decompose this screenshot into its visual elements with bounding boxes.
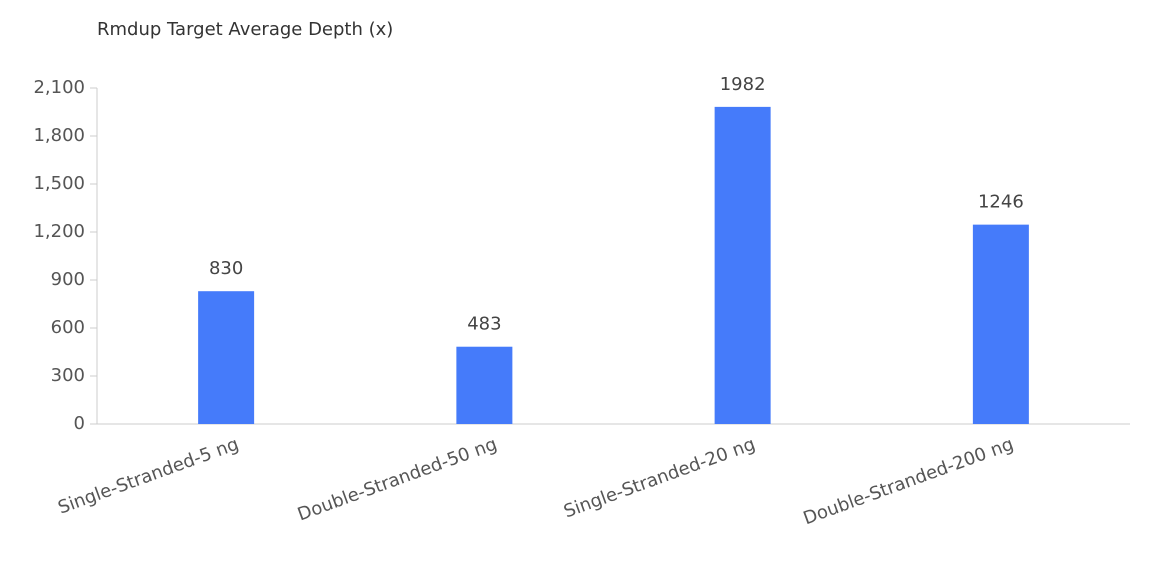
- data-label: 483: [467, 314, 501, 335]
- bar: [714, 106, 771, 424]
- y-tick-label: 0: [74, 413, 85, 434]
- data-label: 1246: [978, 192, 1024, 213]
- y-tick-label: 900: [51, 269, 85, 290]
- y-tick-label: 300: [51, 365, 85, 386]
- x-tick-label: Single-Stranded-20 ng: [561, 434, 758, 523]
- chart-title: Rmdup Target Average Depth (x): [97, 19, 393, 40]
- data-label: 1982: [720, 74, 766, 95]
- y-tick-label: 2,100: [33, 77, 85, 98]
- x-tick-label: Double-Stranded-200 ng: [801, 434, 1017, 530]
- y-tick-label: 1,200: [33, 221, 85, 242]
- y-tick-label: 600: [51, 317, 85, 338]
- y-tick-label: 1,800: [33, 125, 85, 146]
- x-tick-label: Double-Stranded-50 ng: [295, 434, 500, 526]
- bar: [972, 224, 1029, 424]
- data-label: 830: [209, 258, 243, 279]
- x-tick-label: Single-Stranded-5 ng: [55, 434, 241, 519]
- y-tick-label: 1,500: [33, 173, 85, 194]
- bar: [456, 346, 513, 424]
- bar: [198, 291, 255, 424]
